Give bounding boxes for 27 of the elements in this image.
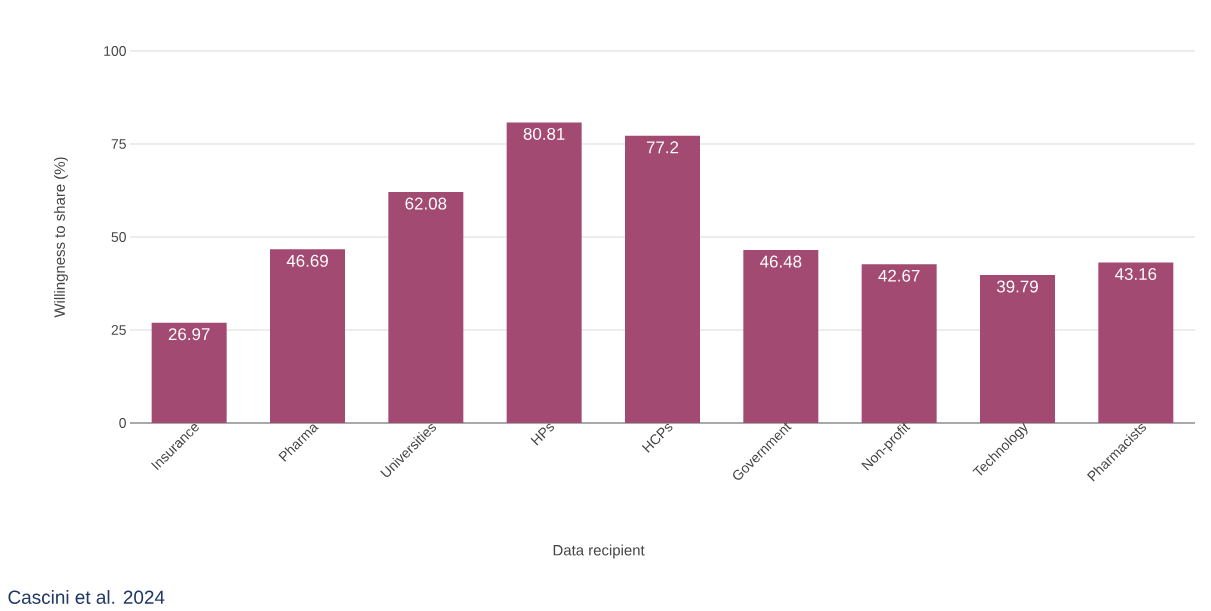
bar (506, 122, 582, 423)
data-label: 43.16 (1115, 267, 1157, 280)
data-label: 26.97 (168, 328, 210, 341)
text: Cascini et al. 2024 (8, 590, 165, 604)
bar (625, 135, 700, 423)
data-label: 77.2 (646, 141, 679, 154)
y-tick-label: 0 (119, 418, 126, 428)
data-label: 62.08 (405, 197, 447, 210)
data-label: 46.69 (286, 254, 328, 267)
x-axis-title: Data recipient (553, 544, 645, 559)
bar (151, 322, 227, 423)
bar (270, 249, 345, 423)
data-label: 39.79 (996, 280, 1038, 293)
data-label: 80.81 (523, 127, 565, 140)
y-tick-label: 25 (111, 325, 126, 335)
y-tick-label: 50 (111, 232, 126, 242)
y-axis-title: Willingness to share (%) (53, 157, 68, 318)
x-tick-label: HPs (530, 423, 554, 446)
y-tick-label: 100 (104, 46, 126, 56)
data-label: 42.67 (878, 269, 920, 282)
bar (861, 264, 937, 423)
bar (979, 274, 1055, 423)
bar (1098, 262, 1174, 423)
data-label: 46.48 (760, 255, 802, 268)
bar (743, 250, 819, 423)
bar (388, 192, 464, 423)
y-tick-label: 75 (111, 139, 126, 149)
